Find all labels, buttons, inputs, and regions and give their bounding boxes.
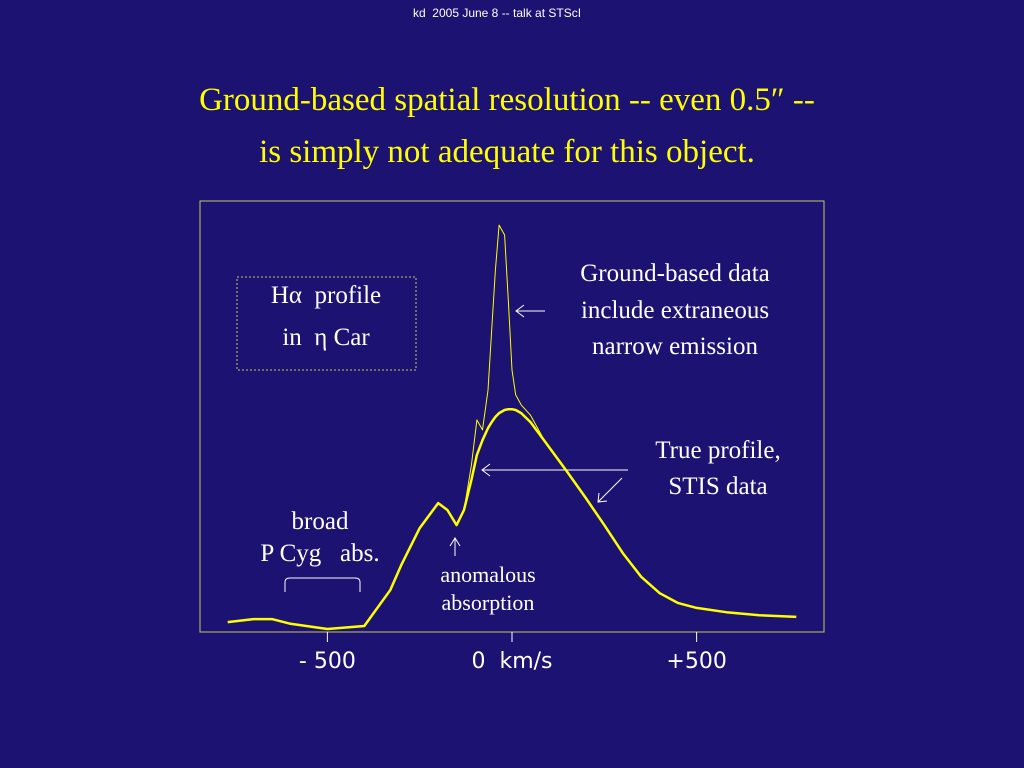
annotation: True profile, xyxy=(655,437,780,464)
annotation: include extraneous xyxy=(581,297,769,324)
annotation: anomalous xyxy=(440,562,535,587)
label-box xyxy=(236,276,417,371)
annotation: absorption xyxy=(442,590,535,615)
arrow xyxy=(449,537,461,556)
annotation: Hα profile xyxy=(271,282,381,309)
annotation: P Cyg abs. xyxy=(260,540,379,567)
x-tick-label: 0 km/s xyxy=(471,649,552,674)
title-line: Ground-based spatial resolution -- even … xyxy=(199,82,815,118)
arrow xyxy=(481,463,628,477)
arrow xyxy=(515,304,545,318)
bracket xyxy=(284,577,361,592)
x-tick-label: +500 xyxy=(666,649,726,674)
arrows xyxy=(284,304,628,592)
line-series xyxy=(456,224,546,526)
annotation: broad xyxy=(292,508,349,535)
annotation: in η Car xyxy=(282,324,370,351)
annotation: STIS data xyxy=(668,473,767,500)
annotation: narrow emission xyxy=(592,333,758,360)
header: kd 2005 June 8 -- talk at STScI xyxy=(413,6,581,20)
line-series xyxy=(227,407,797,631)
x-tick-label: - 500 xyxy=(299,649,356,674)
title-line: is simply not adequate for this object. xyxy=(259,134,755,170)
arrow xyxy=(597,477,623,503)
annotation: Ground-based data xyxy=(580,260,770,287)
